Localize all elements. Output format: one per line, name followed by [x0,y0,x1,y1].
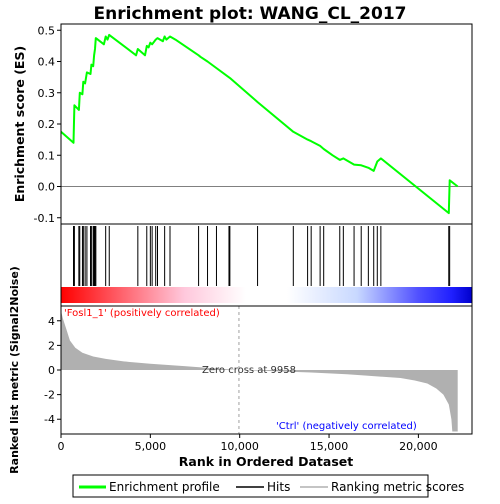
negative-correlation-label: 'Ctrl' (negatively correlated) [276,421,417,432]
x-tick-label: 20,000 [399,440,438,453]
x-tick-label: 5,000 [135,440,167,453]
es-y-tick-label: 0.2 [38,118,56,131]
zero-cross-label: Zero cross at 9958 [202,365,296,376]
x-tick-label: 15,000 [310,440,349,453]
metric-y-tick-label: -4 [44,413,55,426]
legend-hits-label: Hits [267,480,290,494]
metric-y-axis-label: Ranked list metric (Signal2Noise) [8,266,21,474]
es-y-ticks: -0.1 0.0 0.1 0.2 0.3 0.4 0.5 [34,24,61,225]
es-panel-background [61,24,472,224]
metric-y-ticks: -4 -2 0 2 4 [44,315,61,426]
es-y-tick-label: -0.1 [34,212,55,225]
metric-y-tick-label: 2 [48,339,55,352]
positive-correlation-label: 'Fosl1_1' (positively correlated) [64,308,220,319]
es-y-axis-label: Enrichment score (ES) [12,46,27,202]
es-y-tick-label: 0.1 [38,149,56,162]
chart-title: Enrichment plot: WANG_CL_2017 [94,4,407,24]
x-tick-label: 10,000 [220,440,259,453]
legend-profile-label: Enrichment profile [109,480,220,494]
legend: Enrichment profile Hits Ranking metric s… [73,475,464,497]
metric-x-ticks: 0 5,000 10,000 15,000 20,000 [58,434,438,453]
metric-y-tick-label: 4 [48,315,55,328]
metric-y-tick-label: 0 [48,364,55,377]
ranked-list-heatmap-bar [61,287,472,303]
x-tick-label: 0 [58,440,65,453]
es-y-tick-label: 0.3 [38,87,56,100]
es-y-tick-label: 0.4 [38,56,56,69]
x-axis-label: Rank in Ordered Dataset [179,454,353,469]
metric-y-tick-label: -2 [44,389,55,402]
legend-metric-label: Ranking metric scores [331,480,464,494]
es-y-tick-label: 0.0 [38,181,56,194]
es-y-tick-label: 0.5 [38,24,56,37]
